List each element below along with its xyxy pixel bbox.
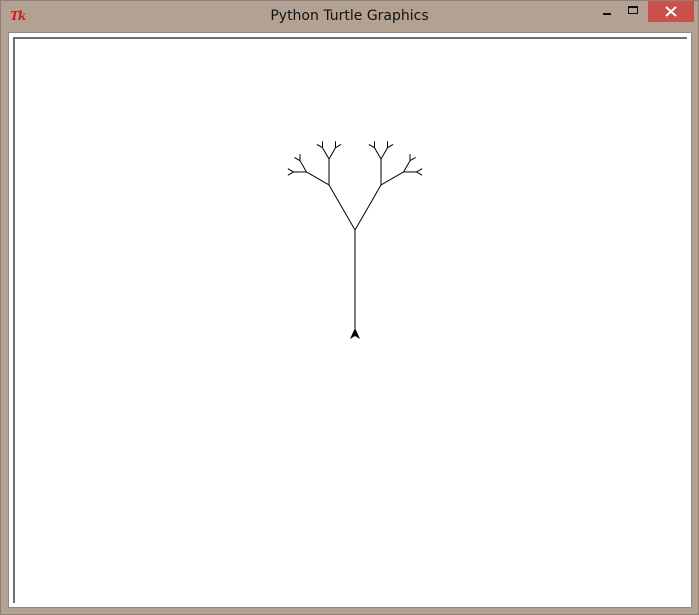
maximize-icon bbox=[628, 6, 638, 14]
close-button[interactable] bbox=[648, 1, 694, 22]
tree-branch bbox=[328, 147, 336, 160]
turtle-canvas[interactable] bbox=[13, 37, 687, 603]
tree-branch bbox=[387, 144, 394, 149]
tree-branch bbox=[416, 168, 423, 173]
tree-branch bbox=[403, 160, 411, 173]
minimize-button[interactable] bbox=[597, 1, 619, 22]
close-icon bbox=[665, 6, 677, 17]
tree-branch bbox=[322, 147, 330, 160]
canvas-frame bbox=[8, 32, 692, 608]
window-title: Python Turtle Graphics bbox=[270, 8, 429, 24]
tree-branch bbox=[287, 168, 294, 173]
title-bar[interactable]: Tk Python Turtle Graphics bbox=[1, 1, 698, 32]
tree-branch bbox=[409, 157, 416, 162]
tree-branch bbox=[306, 171, 330, 186]
turtle-cursor-icon bbox=[350, 328, 360, 339]
tree-branch bbox=[299, 160, 307, 173]
maximize-button[interactable] bbox=[623, 1, 645, 22]
minimize-icon bbox=[603, 13, 611, 15]
tree-branch bbox=[335, 144, 342, 149]
tree-branch bbox=[380, 147, 388, 160]
tree-branches bbox=[287, 141, 423, 334]
tree-branch bbox=[287, 171, 294, 176]
tree-branch bbox=[368, 144, 375, 149]
tree-branch bbox=[416, 171, 423, 176]
fractal-tree-drawing bbox=[287, 141, 423, 339]
tree-branch bbox=[316, 144, 323, 149]
tree-branch bbox=[374, 147, 382, 160]
tk-app-icon[interactable]: Tk bbox=[10, 9, 26, 23]
tree-branch bbox=[294, 157, 301, 162]
tree-branch bbox=[380, 171, 404, 186]
tree-branch bbox=[328, 184, 356, 231]
tree-branch bbox=[354, 184, 382, 231]
